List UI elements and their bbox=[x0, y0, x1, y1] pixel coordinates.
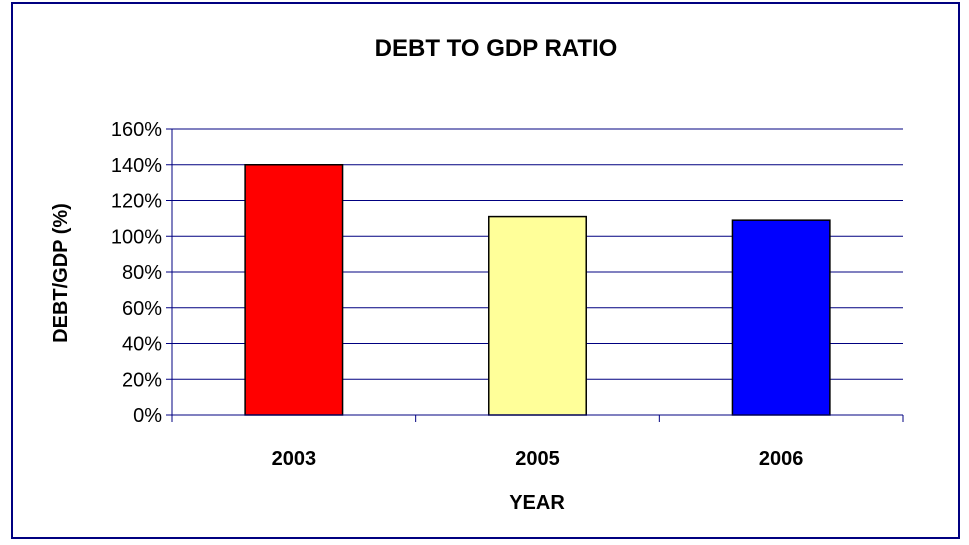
y-tick-label: 160% bbox=[111, 119, 162, 141]
y-tick-label: 120% bbox=[111, 191, 162, 213]
bars bbox=[244, 164, 831, 416]
x-tick-label: 2005 bbox=[515, 448, 560, 470]
chart-title: DEBT TO GDP RATIO bbox=[375, 35, 618, 62]
bar-2003 bbox=[244, 164, 344, 416]
y-tick-label: 20% bbox=[122, 369, 162, 391]
x-tick-labels: 2003 2005 2006 bbox=[272, 448, 804, 470]
y-tick-label: 40% bbox=[122, 334, 162, 356]
y-tick-labels: 0% 20% 40% 60% 80% 100% 120% 140% 160% bbox=[111, 119, 162, 427]
x-tick-label: 2006 bbox=[759, 448, 804, 470]
y-axis-title: DEBT/GDP (%) bbox=[50, 203, 72, 343]
y-tick-label: 60% bbox=[122, 298, 162, 320]
x-axis-title: YEAR bbox=[509, 492, 565, 514]
bar-2006 bbox=[731, 219, 831, 416]
y-tick-label: 0% bbox=[133, 405, 162, 427]
bar-2005 bbox=[488, 215, 587, 416]
axes bbox=[166, 128, 904, 422]
y-tick-label: 80% bbox=[122, 262, 162, 284]
y-tick-label: 140% bbox=[111, 155, 162, 177]
y-tick-label: 100% bbox=[111, 226, 162, 248]
x-tick-label: 2003 bbox=[272, 448, 317, 470]
